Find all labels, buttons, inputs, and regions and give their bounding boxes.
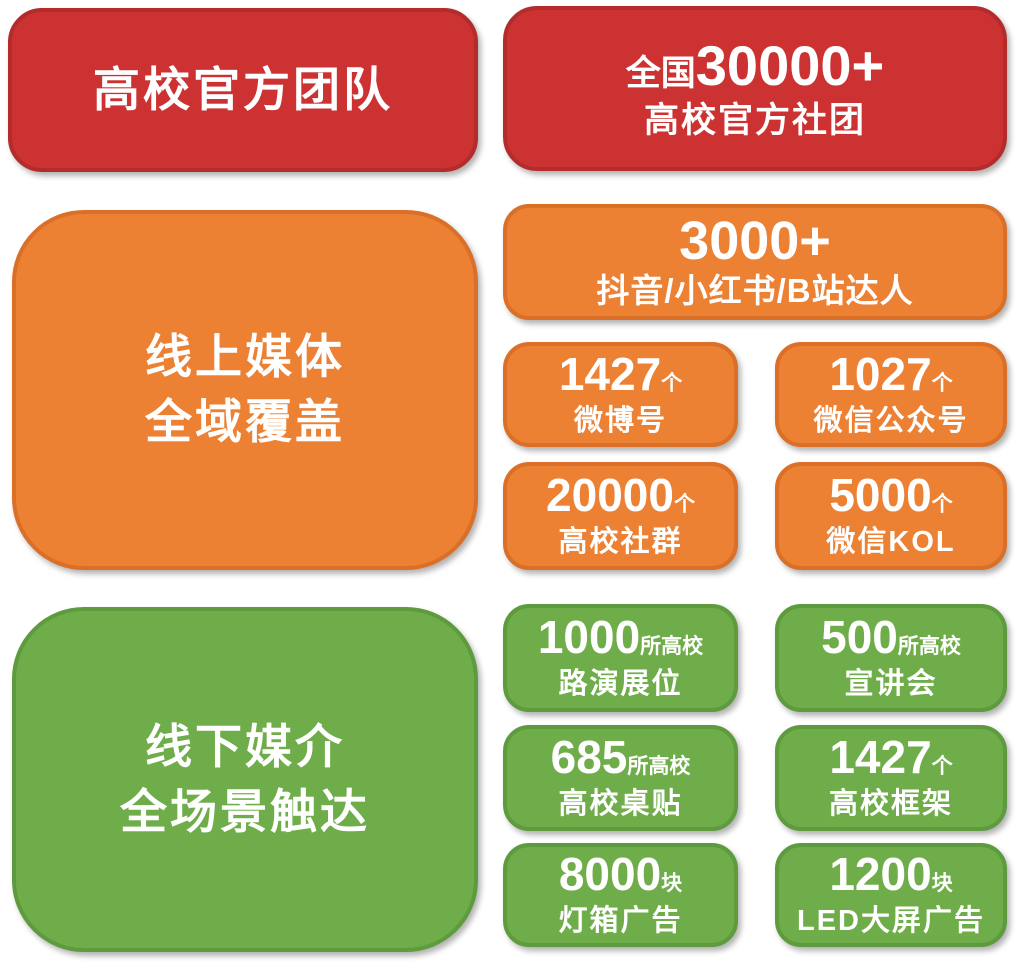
stat-unit: 个: [673, 493, 695, 517]
stat-number-line: 5000个: [829, 472, 952, 518]
stat-number: 5000: [829, 469, 932, 522]
stat-number: 1000: [537, 611, 641, 664]
card-title-line2: 全场景触达: [120, 784, 370, 838]
stat-unit: 个: [931, 493, 953, 517]
stat-number: 8000: [558, 848, 662, 901]
stat-unit: 所高校: [627, 755, 691, 779]
stat-label: 抖音/小红书/B站达人: [596, 271, 914, 309]
stat-label: 高校社群: [558, 526, 683, 559]
stat-label: LED大屏广告: [796, 905, 985, 938]
stat-label: 微信KOL: [826, 526, 956, 559]
stat-number-line: 1027个: [829, 351, 952, 397]
card-desk-stickers: 685所高校 高校桌贴: [503, 725, 738, 831]
stat-number: 20000: [546, 469, 674, 522]
stat-label: 高校官方社团: [643, 100, 866, 140]
stat-number-line: 8000块: [559, 851, 682, 897]
stat-unit: 个: [661, 371, 683, 395]
stat-number: 685: [550, 731, 628, 784]
card-wechat-official-accounts: 1027个 微信公众号: [775, 342, 1007, 447]
card-led-screen-ads: 1200块 LED大屏广告: [775, 843, 1007, 947]
stat-number: 500: [821, 611, 898, 664]
card-recruitment-talks: 500所高校 宣讲会: [775, 604, 1007, 712]
stat-label: 路演展位: [558, 668, 683, 701]
stat-number: 3000+: [679, 211, 831, 272]
card-weibo-accounts: 1427个 微博号: [503, 342, 738, 447]
stat-number: 1200: [829, 848, 932, 901]
stat-unit: 个: [931, 371, 953, 395]
stat-number-line: 1000所高校: [538, 614, 703, 660]
stat-unit: 块: [931, 872, 953, 896]
stat-number-line: 1200块: [829, 851, 952, 897]
card-university-official-team: 高校官方团队: [8, 8, 478, 172]
stat-prefix: 全国: [625, 53, 696, 93]
stat-number-line: 20000个: [546, 472, 695, 518]
card-lightbox-ads: 8000块 灯箱广告: [503, 843, 738, 947]
stat-number: 30000+: [695, 33, 885, 97]
stat-unit: 块: [661, 872, 683, 896]
stat-unit: 所高校: [640, 635, 704, 659]
card-offline-media: 线下媒介 全场景触达: [12, 607, 478, 952]
card-campus-frames: 1427个 高校框架: [775, 725, 1007, 831]
stat-number: 1027: [829, 347, 932, 400]
stat-label: 高校桌贴: [558, 788, 683, 821]
stat-number-line: 685所高校: [551, 734, 691, 780]
stat-number-line: 500所高校: [821, 614, 961, 660]
card-wechat-kol: 5000个 微信KOL: [775, 462, 1007, 570]
stat-label: 微信公众号: [813, 404, 969, 437]
card-roadshow-booths: 1000所高校 路演展位: [503, 604, 738, 712]
card-title-line1: 线上媒体: [145, 330, 345, 384]
card-douyin-xhs-bilibili: 3000+ 抖音/小红书/B站达人: [503, 204, 1007, 320]
stat-unit: 个: [931, 755, 953, 779]
stat-label: 灯箱广告: [558, 905, 683, 938]
card-national-clubs: 全国30000+ 高校官方社团: [503, 6, 1007, 171]
stat-number-line: 1427个: [559, 351, 682, 397]
card-title-line1: 线下媒介: [145, 719, 345, 773]
card-title: 高校官方团队: [93, 62, 393, 116]
stat-number-line: 1427个: [829, 734, 952, 780]
stat-label: 微博号: [573, 404, 667, 437]
stat-number: 1427: [829, 731, 932, 784]
stat-unit: 所高校: [897, 635, 961, 659]
stat-number-line: 全国30000+: [626, 34, 884, 98]
card-university-communities: 20000个 高校社群: [503, 462, 738, 570]
stat-label: 宣讲会: [844, 668, 938, 701]
stat-label: 高校框架: [828, 788, 953, 821]
card-online-media: 线上媒体 全域覆盖: [12, 210, 478, 570]
stat-number: 1427: [558, 347, 662, 400]
card-title-line2: 全域覆盖: [145, 395, 345, 448]
